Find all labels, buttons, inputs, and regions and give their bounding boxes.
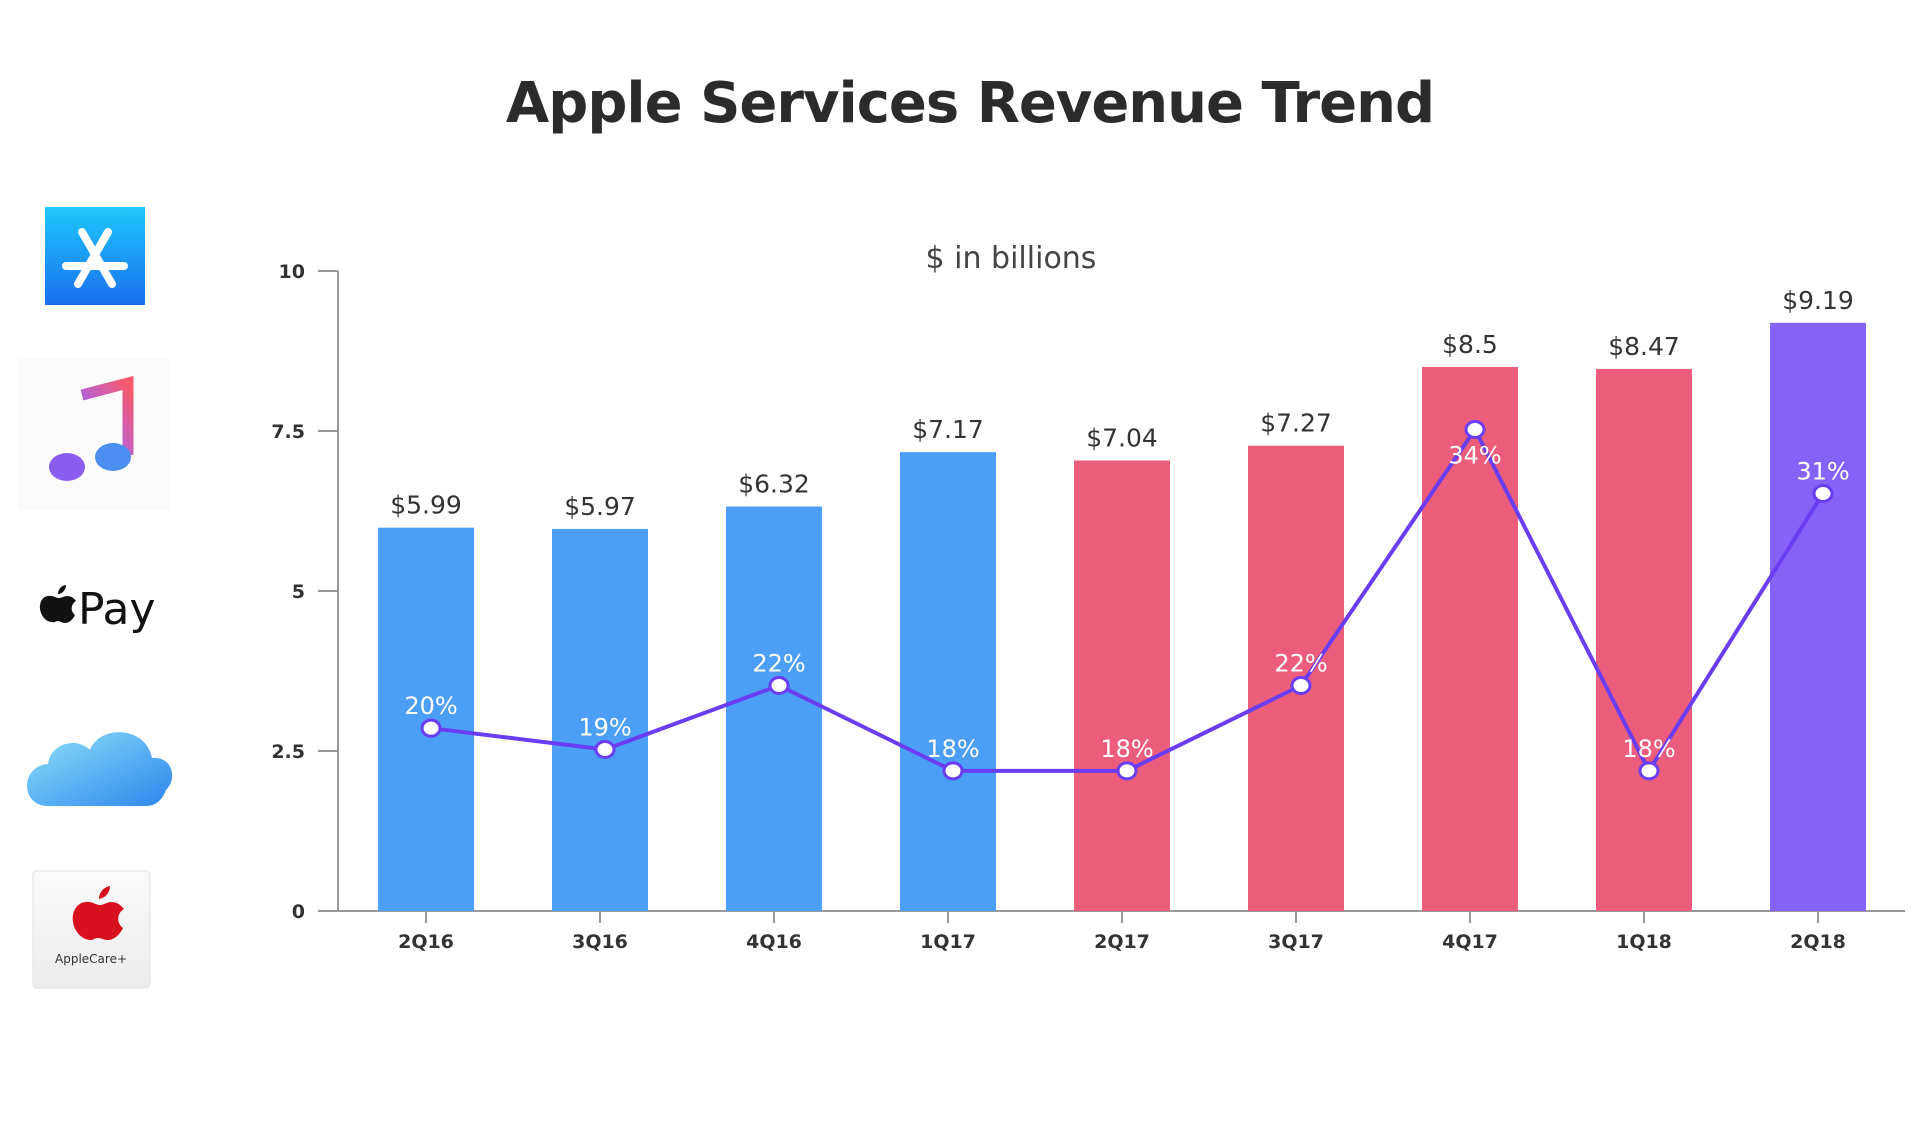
growth-point bbox=[942, 761, 964, 781]
bar-value-label: $8.47 bbox=[1608, 332, 1680, 361]
growth-point bbox=[1638, 761, 1660, 781]
growth-label: 18% bbox=[1622, 735, 1675, 763]
apple-music-icon bbox=[18, 358, 170, 510]
applecare-logo: AppleCare+ bbox=[32, 870, 151, 989]
apple-pay-logo: Pay bbox=[39, 584, 156, 635]
chart-subtitle: $ in billions bbox=[926, 241, 1097, 276]
bar-value-label: $7.04 bbox=[1086, 423, 1158, 452]
y-tick-label: 5 bbox=[292, 581, 305, 603]
x-tick-label: 2Q16 bbox=[398, 931, 454, 953]
x-tick-label: 2Q18 bbox=[1790, 931, 1846, 953]
app-store-icon bbox=[45, 207, 145, 305]
growth-point bbox=[420, 718, 442, 738]
y-tick-label: 7.5 bbox=[271, 421, 305, 443]
bar bbox=[378, 527, 474, 911]
bar-value-label: $8.5 bbox=[1442, 330, 1498, 359]
x-tick-label: 4Q17 bbox=[1442, 931, 1498, 953]
x-tick-label: 2Q17 bbox=[1094, 931, 1150, 953]
bar bbox=[1596, 368, 1692, 911]
bar bbox=[552, 528, 648, 911]
chart-title: Apple Services Revenue Trend bbox=[506, 71, 1434, 136]
bar-value-label: $9.19 bbox=[1782, 286, 1854, 315]
bar bbox=[1422, 367, 1518, 911]
growth-line: 20% 19% 22% 18% 18% 22% 34% 18% 31% bbox=[404, 420, 1850, 781]
bar-value-label: $6.32 bbox=[738, 470, 810, 499]
growth-label: 18% bbox=[1100, 735, 1153, 763]
bar-value-label: $7.27 bbox=[1260, 409, 1332, 438]
bar-value-label: $5.97 bbox=[564, 492, 636, 521]
x-tick-label: 1Q18 bbox=[1616, 931, 1672, 953]
bar bbox=[1074, 460, 1170, 911]
bar bbox=[900, 452, 996, 911]
growth-label: 34% bbox=[1448, 442, 1501, 470]
growth-point bbox=[1812, 484, 1834, 504]
growth-label: 19% bbox=[578, 714, 631, 742]
growth-label: 22% bbox=[752, 650, 805, 678]
y-tick-label: 2.5 bbox=[271, 741, 305, 763]
x-tick-label: 3Q16 bbox=[572, 931, 628, 953]
growth-point bbox=[1290, 676, 1312, 696]
bars: $5.99 $5.97 $6.32 $7.17 $7.04 $7.27 $8.5 $8.47 $… bbox=[378, 286, 1866, 912]
bar bbox=[726, 506, 822, 911]
growth-point bbox=[594, 740, 616, 760]
apple-pay-text: Pay bbox=[78, 584, 156, 635]
bar-value-label: $5.99 bbox=[390, 491, 462, 520]
growth-label: 31% bbox=[1796, 458, 1849, 486]
x-tick-label: 3Q17 bbox=[1268, 931, 1324, 953]
bar bbox=[1770, 322, 1866, 912]
growth-point bbox=[1464, 420, 1486, 440]
growth-point bbox=[768, 676, 790, 696]
applecare-text: AppleCare+ bbox=[55, 952, 127, 966]
x-tick-label: 1Q17 bbox=[920, 931, 976, 953]
x-tick-label: 4Q16 bbox=[746, 931, 802, 953]
y-tick-label: 10 bbox=[279, 261, 305, 283]
bar-value-label: $7.17 bbox=[912, 415, 984, 444]
growth-label: 20% bbox=[404, 692, 457, 720]
growth-label: 18% bbox=[926, 735, 979, 763]
y-tick-label: 0 bbox=[292, 901, 305, 923]
icloud-icon bbox=[27, 732, 173, 806]
growth-label: 22% bbox=[1274, 650, 1327, 678]
growth-point bbox=[1116, 761, 1138, 781]
